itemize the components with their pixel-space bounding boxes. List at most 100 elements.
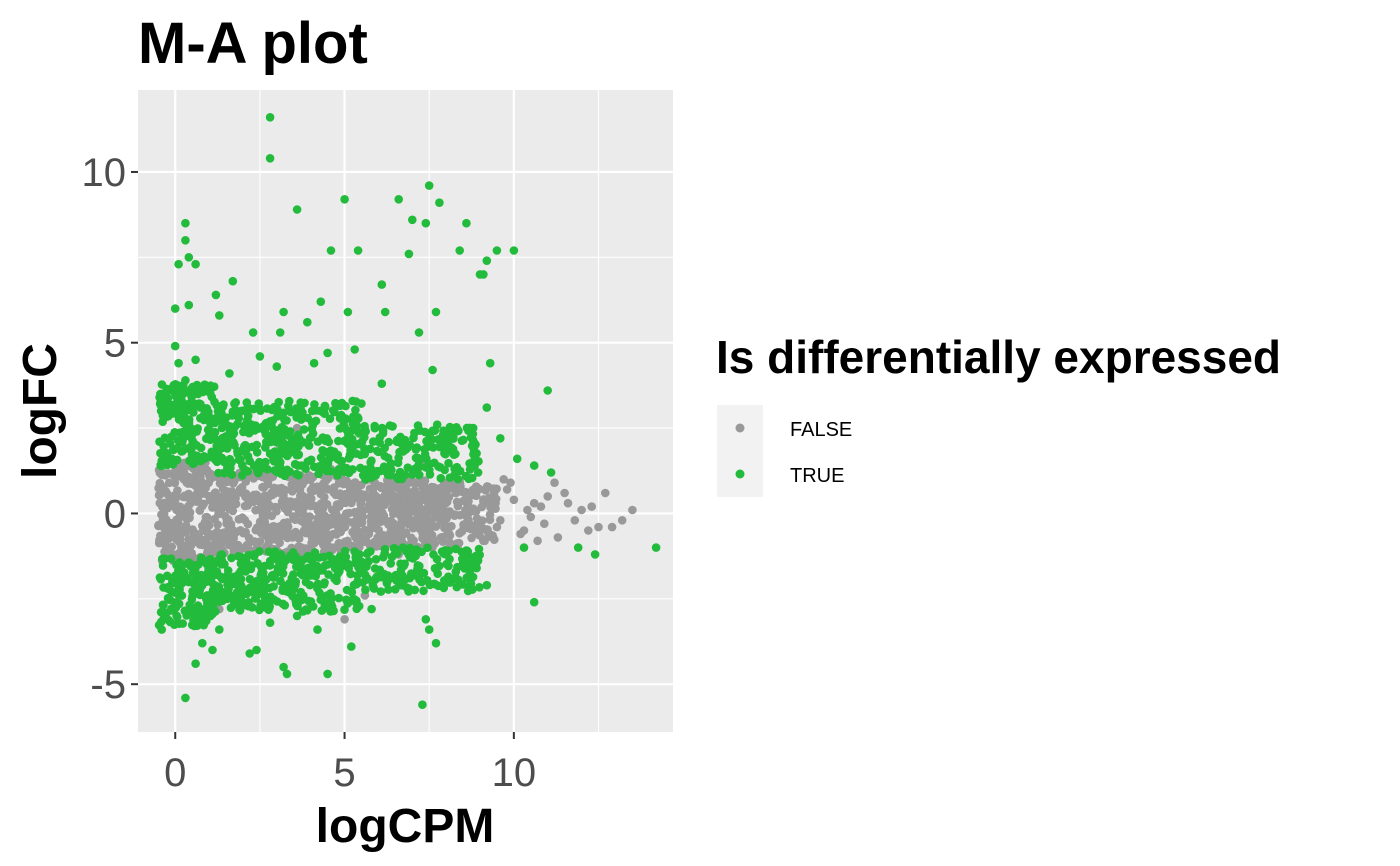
legend-key-false-icon (735, 423, 745, 433)
true-point (265, 449, 275, 459)
true-point (343, 307, 353, 317)
true-point (248, 328, 258, 337)
true-point (403, 463, 413, 473)
true-point (323, 348, 332, 358)
true-point (323, 669, 332, 679)
true-point (282, 669, 292, 679)
true-point (354, 601, 364, 611)
true-point (195, 590, 205, 600)
y-axis-title: logFC (14, 343, 67, 479)
true-point (261, 457, 270, 467)
true-point (206, 427, 216, 436)
true-point (159, 442, 168, 451)
true-point (263, 404, 272, 413)
axis-ticks (131, 170, 515, 739)
true-point (512, 454, 522, 464)
true-point (174, 358, 183, 368)
false-point (239, 528, 248, 538)
false-point (241, 489, 251, 498)
true-point (234, 569, 244, 578)
true-point (546, 468, 556, 477)
true-point (346, 569, 355, 579)
true-point (291, 580, 300, 590)
false-point (394, 537, 403, 546)
false-point (322, 475, 331, 485)
true-point (249, 552, 259, 561)
false-point (313, 518, 323, 528)
true-point (371, 574, 381, 583)
true-point (276, 550, 286, 559)
true-point (272, 437, 281, 447)
false-point (420, 476, 430, 486)
true-point (457, 436, 467, 446)
true-point (434, 435, 444, 445)
false-point (475, 519, 484, 528)
true-point (173, 436, 183, 445)
false-point (326, 543, 336, 553)
x-tick-label: 0 (164, 751, 186, 795)
false-point (462, 491, 471, 501)
true-point (449, 434, 458, 443)
false-point (375, 538, 385, 547)
true-point (317, 595, 327, 604)
false-point (617, 516, 627, 525)
true-point (413, 461, 423, 471)
true-point (240, 447, 250, 457)
true-point (455, 246, 465, 255)
true-point (199, 620, 208, 630)
true-point (264, 547, 274, 556)
true-point (395, 467, 405, 477)
true-point (529, 461, 539, 470)
true-point (360, 472, 370, 482)
false-point (405, 514, 414, 523)
false-point (587, 502, 596, 511)
true-point (216, 589, 225, 599)
true-point (186, 577, 196, 586)
x-axis-title: logCPM (316, 800, 495, 853)
false-point (196, 483, 205, 492)
true-point (219, 400, 228, 409)
series-false-points (154, 423, 637, 624)
true-point (199, 452, 209, 461)
false-point (594, 522, 603, 532)
false-point (560, 488, 569, 498)
false-point (172, 515, 182, 524)
true-point (158, 411, 168, 420)
true-point (468, 585, 477, 594)
false-point (479, 497, 488, 506)
true-point (265, 556, 275, 566)
true-point (230, 399, 239, 409)
y-tick-label: 10 (82, 151, 127, 195)
false-point (249, 497, 258, 507)
true-point (306, 432, 316, 442)
true-point (323, 560, 333, 569)
false-point (228, 506, 238, 516)
x-tick-label: 5 (333, 751, 355, 795)
true-point (217, 550, 227, 560)
true-point (355, 550, 364, 559)
true-point (181, 693, 190, 703)
true-point (590, 550, 600, 559)
false-point (447, 521, 456, 531)
true-point (188, 587, 197, 596)
true-point (404, 249, 414, 259)
false-point (316, 501, 325, 511)
true-point (236, 455, 245, 464)
false-point (167, 542, 177, 552)
true-point (349, 441, 358, 451)
true-point (222, 420, 232, 430)
legend-title: Is differentially expressed (716, 331, 1281, 383)
true-point (432, 554, 442, 564)
true-point (467, 441, 477, 451)
true-point (393, 458, 403, 468)
true-point (313, 625, 322, 634)
true-point (465, 565, 475, 574)
true-point (289, 570, 298, 579)
true-point (422, 576, 432, 585)
true-point (543, 386, 552, 395)
true-point (473, 468, 483, 477)
true-point (369, 437, 378, 446)
false-point (334, 539, 343, 549)
true-point (300, 398, 309, 408)
true-point (420, 427, 430, 437)
